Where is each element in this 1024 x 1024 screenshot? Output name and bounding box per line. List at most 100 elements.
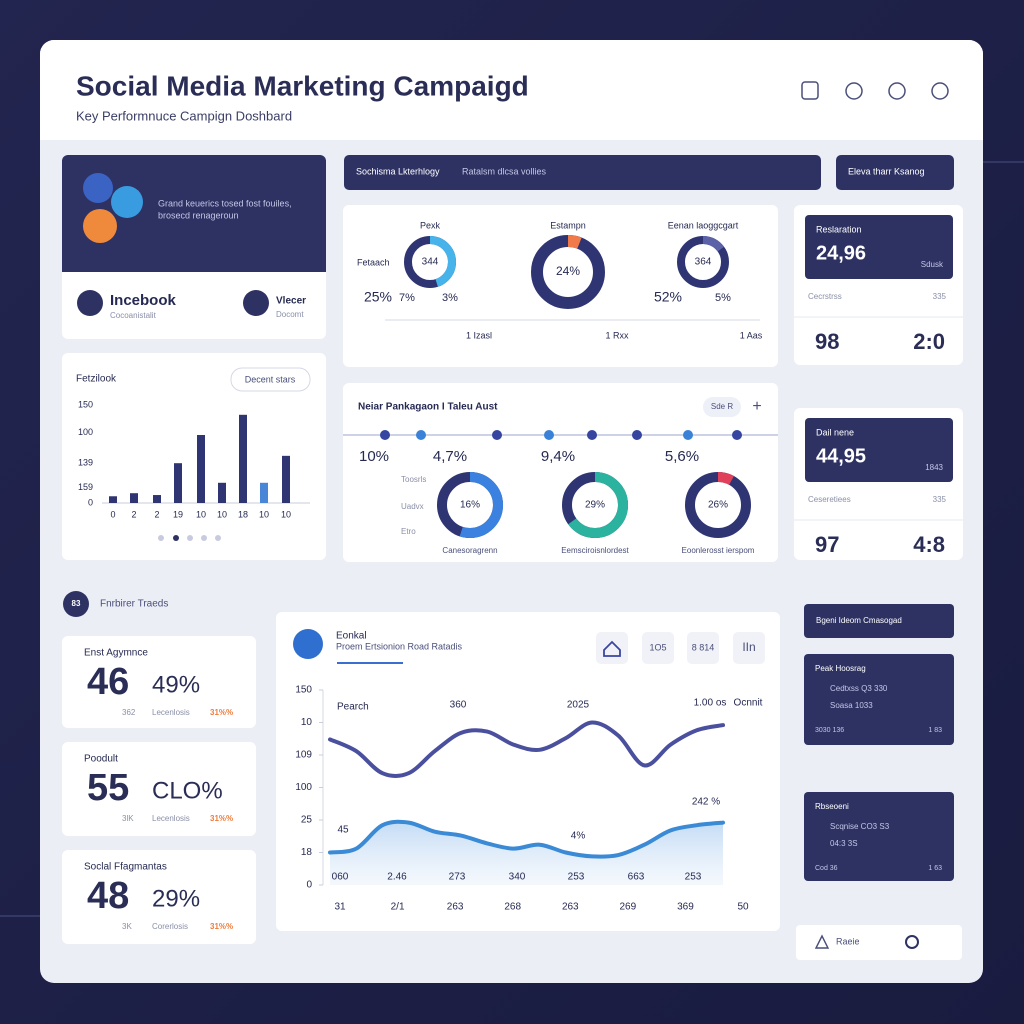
- panel-title: Rbseoeni: [815, 802, 849, 811]
- y-tick-label: 0: [306, 880, 312, 891]
- chart-button-label: 1O5: [649, 642, 666, 652]
- timeline-dot: [732, 430, 742, 440]
- progress-button[interactable]: [703, 397, 741, 417]
- chart-annotation: Pearch: [337, 702, 369, 713]
- timeline-dots: [380, 430, 742, 440]
- inner-label: 253: [568, 872, 585, 883]
- icon-button[interactable]: [801, 81, 819, 100]
- side-label: Uadvx: [401, 502, 424, 511]
- bar-title: Fetzilook: [76, 374, 117, 385]
- y-tick-label: 10: [301, 717, 313, 728]
- y-tick-label: 100: [78, 427, 93, 437]
- footer-label: Raeie: [836, 936, 860, 946]
- donut-segment: [404, 236, 456, 288]
- bar: [239, 414, 247, 503]
- metric-big: 2:0: [913, 329, 945, 354]
- chart-button[interactable]: [687, 632, 719, 664]
- pager-dot[interactable]: [158, 535, 164, 541]
- chart-annotation: 1.00 os: [694, 698, 727, 709]
- metric-value: 24,96: [816, 242, 866, 264]
- title: Social Media Marketing Campaigd: [76, 70, 529, 101]
- toolbar-button-label: Eleva tharr Ksanog: [848, 166, 925, 176]
- chart-title: Eonkal: [336, 631, 367, 642]
- chart-subtitle: Proem Ertsionion Road Ratadis: [336, 641, 463, 651]
- y-tick-label: 109: [295, 750, 312, 761]
- card-title: Neiar Pankagaon I Taleu Aust: [358, 402, 498, 413]
- donut-label: Eemsciroisnlordest: [561, 546, 629, 555]
- toolbar-text: Sochisma Lkterhlogy: [356, 166, 440, 176]
- bar-card-button[interactable]: [230, 367, 311, 392]
- icon-button[interactable]: [931, 82, 949, 100]
- panel-foot: 1 63: [928, 865, 942, 872]
- side-panel: [804, 792, 954, 881]
- status-icon: [905, 935, 919, 949]
- donut-card: [343, 205, 778, 367]
- progress-percent: 10%: [359, 448, 389, 465]
- twitter-icon: [111, 186, 143, 218]
- chart-button[interactable]: [733, 632, 765, 664]
- pager-dot[interactable]: [215, 535, 221, 541]
- chart-button[interactable]: [642, 632, 674, 664]
- add-button: +: [752, 398, 761, 415]
- bar: [153, 495, 161, 503]
- donut-stat: 7%: [399, 292, 415, 304]
- facebook-logo: [77, 290, 103, 316]
- kpi-card: [62, 636, 256, 728]
- side-button[interactable]: [804, 604, 954, 638]
- panel-line: Cedtxss Q3 330: [830, 684, 888, 693]
- viewer-name: Vlecer: [276, 296, 306, 307]
- x-tick-label: 19: [173, 509, 183, 519]
- pager-dot[interactable]: [201, 535, 207, 541]
- x-tick-label: 268: [504, 902, 521, 913]
- metric-row-value: 335: [933, 292, 947, 301]
- chart-button-label: 8 814: [692, 642, 715, 652]
- metric-sub: 1843: [925, 463, 943, 472]
- axis-label: 1 Rxx: [605, 330, 629, 340]
- kpi-foot: 31%%: [210, 814, 233, 823]
- y-tick-label: 25: [301, 815, 313, 826]
- kpi-title: Enst Agymnce: [84, 648, 148, 659]
- panel-title: Peak Hoosrag: [815, 664, 866, 673]
- x-tick-label: 369: [677, 902, 694, 913]
- icon-button[interactable]: [845, 82, 863, 100]
- bar: [218, 482, 226, 503]
- kpi-value: 48: [87, 875, 129, 917]
- metric-highlight: [805, 215, 953, 279]
- metric-sub: Sdusk: [921, 260, 944, 269]
- timeline-dot: [380, 430, 390, 440]
- kpi-value: 55: [87, 767, 129, 809]
- y-tick-label: 150: [78, 399, 93, 409]
- metric-big: 98: [815, 329, 839, 354]
- x-tick-label: 10: [259, 509, 269, 519]
- profile-description: brosecd renageroun: [158, 210, 239, 220]
- icon-button[interactable]: [888, 82, 906, 100]
- panel-foot: Cod 36: [815, 865, 838, 872]
- donut-center: 16%: [460, 500, 480, 511]
- x-tick-label: 18: [238, 509, 248, 519]
- trends-label: Fnrbirer Traeds: [100, 599, 168, 610]
- profile-sub: Cocoanistalit: [110, 311, 157, 320]
- chart-annotation: 45: [337, 825, 349, 836]
- kpi-percent: CLO%: [152, 777, 223, 804]
- chart-button[interactable]: [596, 632, 628, 664]
- kpi-foot: Lecenlosis: [152, 814, 190, 823]
- donut-label: Eoonlerosst ierspom: [682, 546, 755, 555]
- y-tick-label: 139: [78, 458, 93, 468]
- pager-dot[interactable]: [187, 535, 193, 541]
- side-label: Fetaach: [357, 257, 390, 267]
- donut-label: Eenan laoggcgart: [668, 220, 739, 230]
- toolbar-button[interactable]: [836, 155, 954, 190]
- chart-annotation: 242 %: [692, 797, 720, 808]
- bar: [197, 435, 205, 503]
- pager-dot[interactable]: [173, 535, 179, 541]
- bar: [282, 455, 290, 503]
- chart-annotation: 4%: [571, 831, 586, 842]
- timeline-dot: [492, 430, 502, 440]
- bar: [260, 482, 268, 503]
- progress-card: [343, 383, 778, 562]
- donut-segment: [531, 235, 605, 309]
- viewer-sub: Docomt: [276, 310, 304, 319]
- metric-row-label: Cecrstrss: [808, 292, 842, 301]
- donut-stat: 25%: [364, 289, 392, 305]
